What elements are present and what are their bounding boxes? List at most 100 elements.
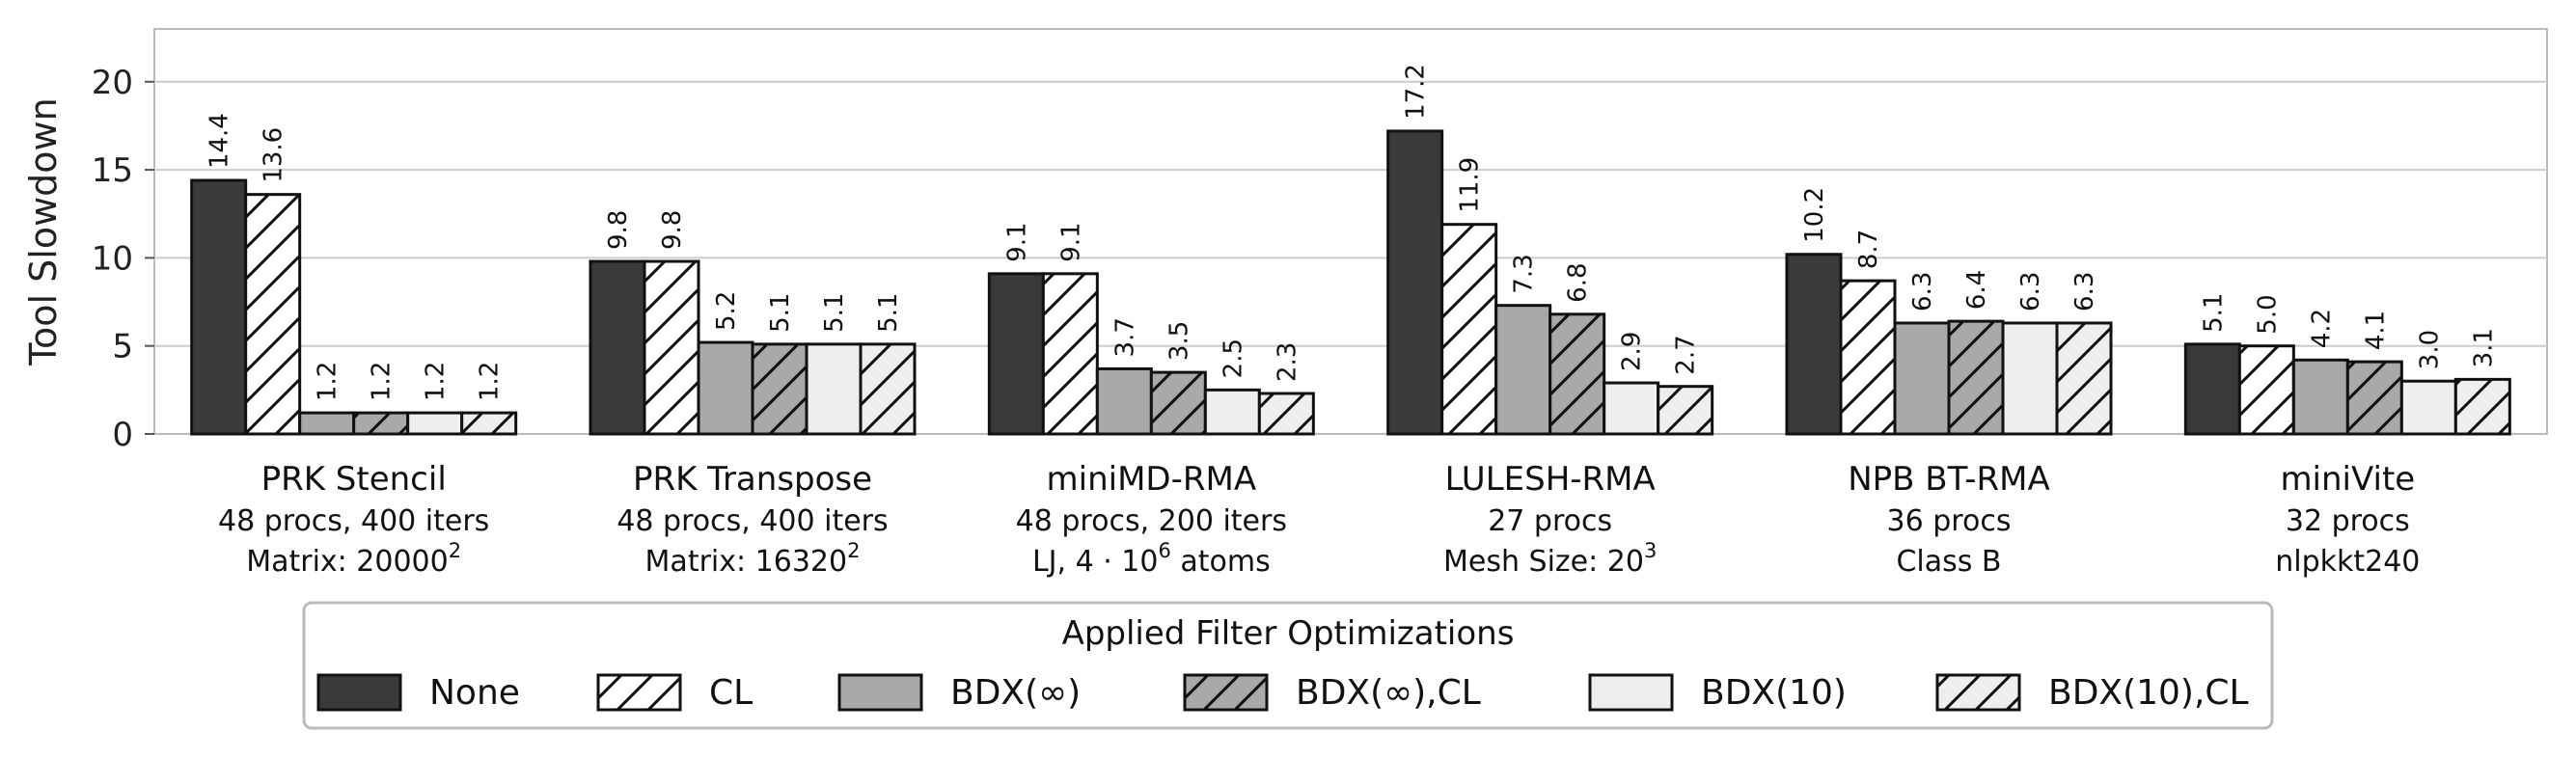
legend-swatch-hatch — [1185, 675, 1267, 710]
category-detail: 27 procs — [1488, 504, 1612, 538]
category-detail: nlpkkt240 — [2275, 545, 2420, 579]
category-detail: 48 procs, 400 iters — [617, 504, 888, 538]
plot-frame — [153, 28, 2548, 435]
bar-value-label: 1.2 — [476, 362, 505, 401]
bar — [406, 411, 464, 436]
bar-value-label: 2.9 — [1618, 332, 1647, 371]
bar — [1386, 129, 1444, 436]
bar — [190, 178, 248, 436]
bar-value-label: 9.8 — [658, 210, 687, 250]
bar — [298, 411, 356, 436]
bar-value-label: 2.7 — [1672, 335, 1701, 374]
category-detail-superscript: 3 — [1644, 539, 1657, 562]
bar-hatch — [2239, 345, 2294, 434]
bar-value-label: 8.7 — [1854, 230, 1883, 269]
legend-entry-label: BDX(∞) — [950, 673, 1081, 713]
category-detail-text: LJ, 4 · 10 — [1032, 545, 1159, 579]
y-tick-label: 10 — [92, 239, 133, 278]
bar — [697, 340, 754, 436]
bar-value-label: 6.3 — [1908, 272, 1937, 311]
category-detail-text: Matrix: 16320 — [645, 545, 848, 579]
bar-hatch — [1151, 372, 1206, 434]
bar — [1785, 253, 1843, 436]
category-detail: 48 procs, 200 iters — [1016, 504, 1287, 538]
bar-value-label: 5.2 — [712, 291, 741, 331]
bar — [1095, 366, 1153, 436]
legend-box — [302, 601, 2274, 730]
bar — [1603, 381, 1660, 436]
bar-value-label: 1.2 — [422, 362, 451, 401]
bar-hatch — [644, 261, 699, 434]
bar — [1893, 321, 1951, 436]
bar — [589, 259, 646, 436]
bar-value-label: 3.5 — [1165, 321, 1193, 361]
bar — [2399, 379, 2457, 436]
bar-hatch — [2057, 322, 2111, 434]
legend-entry-label: BDX(∞),CL — [1296, 673, 1481, 713]
bar-value-label: 13.6 — [260, 127, 288, 183]
bar-value-label: 5.0 — [2253, 294, 2282, 334]
bar-hatch — [861, 343, 915, 434]
legend-title: Applied Filter Optimizations — [1062, 614, 1515, 653]
y-tick-label: 0 — [112, 416, 133, 454]
legend-entry-label: BDX(10),CL — [2048, 673, 2249, 713]
category-detail: 36 procs — [1887, 504, 2012, 538]
legend-swatch — [316, 673, 402, 712]
legend-entry-label: CL — [709, 673, 753, 713]
category-detail-superscript: 2 — [847, 539, 860, 562]
bar — [2001, 321, 2059, 436]
category-detail-superscript: 6 — [1158, 539, 1170, 562]
bar — [1203, 388, 1261, 436]
bar-value-label: 17.2 — [1402, 64, 1431, 120]
bar — [2291, 358, 2349, 436]
bar-hatch — [1658, 386, 1713, 434]
category-detail: Matrix: 163202 — [645, 539, 861, 579]
category-detail: LJ, 4 · 106 atoms — [1032, 539, 1271, 579]
y-tick-label: 15 — [92, 151, 133, 190]
category-label: LULESH-RMA — [1445, 460, 1656, 499]
bar-hatch — [1949, 321, 2003, 434]
bar-value-label: 3.0 — [2415, 330, 2444, 369]
category-label: PRK Stencil — [261, 460, 447, 499]
category-label: miniMD-RMA — [1047, 460, 1257, 499]
bar-value-label: 2.5 — [1219, 338, 1247, 378]
bar — [1494, 304, 1552, 436]
bar-value-label: 7.3 — [1510, 254, 1539, 293]
legend-swatch-hatch — [1937, 675, 2019, 710]
category-label: miniVite — [2280, 460, 2415, 499]
bar-hatch — [1549, 313, 1604, 434]
bar-hatch — [1043, 273, 1098, 434]
bar-value-label: 1.2 — [368, 362, 397, 401]
bar-value-label: 5.1 — [2199, 293, 2228, 333]
category-detail: 32 procs — [2286, 504, 2410, 538]
category-detail-text: nlpkkt240 — [2275, 545, 2420, 579]
legend-entry-label: None — [429, 673, 520, 713]
bar — [987, 272, 1045, 436]
legend-swatch — [837, 673, 923, 712]
bar-value-label: 9.8 — [604, 210, 633, 250]
bar-value-label: 9.1 — [1056, 222, 1085, 261]
category-label: PRK Transpose — [633, 460, 872, 499]
bar-value-label: 2.3 — [1273, 342, 1302, 382]
bar-hatch — [1259, 393, 1314, 434]
bar-value-label: 6.8 — [1564, 262, 1593, 302]
category-detail-text: Mesh Size: 20 — [1443, 545, 1644, 579]
y-tick-label: 5 — [112, 328, 133, 366]
bar-value-label: 6.3 — [2016, 272, 2045, 311]
category-detail-text: Class B — [1896, 545, 2001, 579]
bar-value-label: 4.1 — [2361, 311, 2390, 350]
bar-value-label: 1.2 — [314, 362, 343, 401]
legend-swatch — [1588, 673, 1674, 712]
bar — [2183, 342, 2241, 436]
bar-hatch — [1441, 224, 1496, 434]
bar-value-label: 5.1 — [874, 293, 903, 333]
category-detail-text: atoms — [1171, 545, 1271, 579]
bar-value-label: 11.9 — [1456, 157, 1485, 213]
bar-value-label: 4.2 — [2307, 309, 2336, 348]
legend-swatch-hatch — [598, 675, 680, 710]
bar-hatch — [753, 343, 807, 434]
bar-value-label: 9.1 — [1002, 222, 1031, 261]
bar — [805, 342, 863, 436]
bar-value-label: 6.4 — [1962, 270, 1991, 310]
bar-value-label: 3.7 — [1110, 317, 1139, 357]
